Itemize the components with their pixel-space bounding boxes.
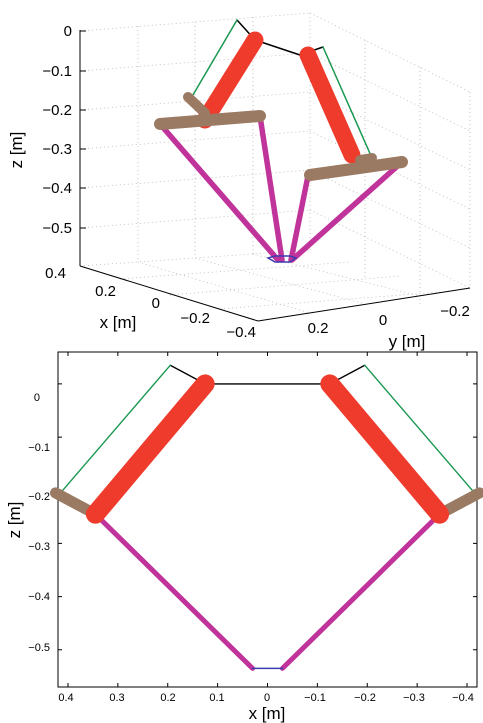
elbow-bar — [154, 110, 266, 130]
z-tick-label: −0.2 — [28, 491, 50, 503]
lower-arm — [92, 511, 256, 671]
z-tick-label: −0.4 — [28, 591, 50, 603]
upper-arm — [320, 374, 450, 524]
z-axis-ticks-2d: 0 −0.1 −0.2 −0.3 −0.4 −0.5 — [28, 392, 50, 654]
upper-arm — [299, 46, 361, 164]
x-axis-ticks-2d: 0.4 0.3 0.2 0.1 0 −0.1 −0.2 −0.3 −0.4 — [58, 692, 474, 704]
upper-arm — [196, 31, 264, 129]
x-tick-label: −0.2 — [180, 310, 210, 327]
chart-xz: 0 −0.1 −0.2 −0.3 −0.4 −0.5 z [m] 0.4 0.3… — [5, 351, 483, 723]
x-tick-label: 0.3 — [109, 692, 124, 704]
lower-arm — [288, 173, 311, 263]
z-axis-label-2d: z [m] — [5, 502, 24, 539]
lower-arm — [279, 511, 443, 671]
axes-3d — [79, 30, 471, 322]
x-tick-label: −0.2 — [354, 692, 376, 704]
z-tick-label: 0 — [34, 392, 40, 404]
lower-arm — [157, 121, 281, 263]
elbow-bar — [183, 92, 210, 118]
base-link — [169, 364, 366, 385]
chart-3d: 0 −0.1 −0.2 −0.3 −0.4 −0.5 z [m] 0.4 0.2… — [7, 12, 471, 351]
z-tick-label: 0 — [64, 23, 72, 40]
green-link — [364, 364, 476, 494]
x-tick-label: 0.2 — [95, 283, 116, 300]
xz-ticks — [58, 352, 477, 687]
elbow-bar — [304, 156, 408, 181]
elbow-bar — [355, 153, 377, 165]
green-link — [59, 364, 171, 494]
x-tick-label: 0 — [152, 295, 160, 312]
plot-frame — [57, 351, 478, 688]
x-tick-label: −0.1 — [304, 692, 326, 704]
lower-arm — [289, 159, 405, 263]
z-tick-label: −0.1 — [28, 442, 50, 454]
z-tick-label: −0.5 — [28, 642, 50, 654]
green-link — [322, 46, 373, 159]
x-tick-label: 0.1 — [209, 692, 224, 704]
x-tick-label: 0.2 — [160, 692, 175, 704]
z-tick-label: −0.3 — [42, 141, 72, 158]
y-tick-label: 0.2 — [308, 320, 329, 337]
lower-arm — [257, 113, 285, 263]
x-tick-label: 0.4 — [58, 692, 73, 704]
z-axis-label: z [m] — [7, 132, 26, 169]
platform — [266, 255, 298, 263]
z-tick-label: −0.4 — [42, 180, 72, 197]
x-axis-ticks-3d: 0.4 0.2 0 −0.2 −0.4 — [45, 265, 256, 341]
x-tick-label: 0 — [264, 692, 270, 704]
x-tick-label: −0.3 — [403, 692, 425, 704]
upper-arm — [85, 374, 215, 524]
y-tick-label: −0.2 — [440, 303, 470, 320]
robot-3d — [154, 19, 408, 263]
z-tick-label: −0.5 — [42, 220, 72, 237]
y-tick-label: 0 — [379, 312, 387, 329]
z-axis-ticks: 0 −0.1 −0.2 −0.3 −0.4 −0.5 — [42, 23, 86, 237]
y-axis-ticks-3d: 0.2 0 −0.2 — [308, 303, 470, 337]
grid-3d — [79, 12, 471, 322]
y-axis-label-3d: y [m] — [389, 332, 426, 351]
z-tick-label: −0.1 — [42, 63, 72, 80]
x-tick-label: 0.4 — [45, 265, 66, 282]
z-tick-label: −0.3 — [28, 541, 50, 553]
x-tick-label: −0.4 — [226, 324, 256, 341]
z-tick-label: −0.2 — [42, 102, 72, 119]
x-axis-label-2d: x [m] — [249, 704, 286, 723]
green-link — [189, 19, 238, 101]
xz-series — [50, 364, 483, 671]
x-axis-label-3d: x [m] — [100, 313, 137, 332]
x-tick-label: −0.4 — [452, 692, 474, 704]
